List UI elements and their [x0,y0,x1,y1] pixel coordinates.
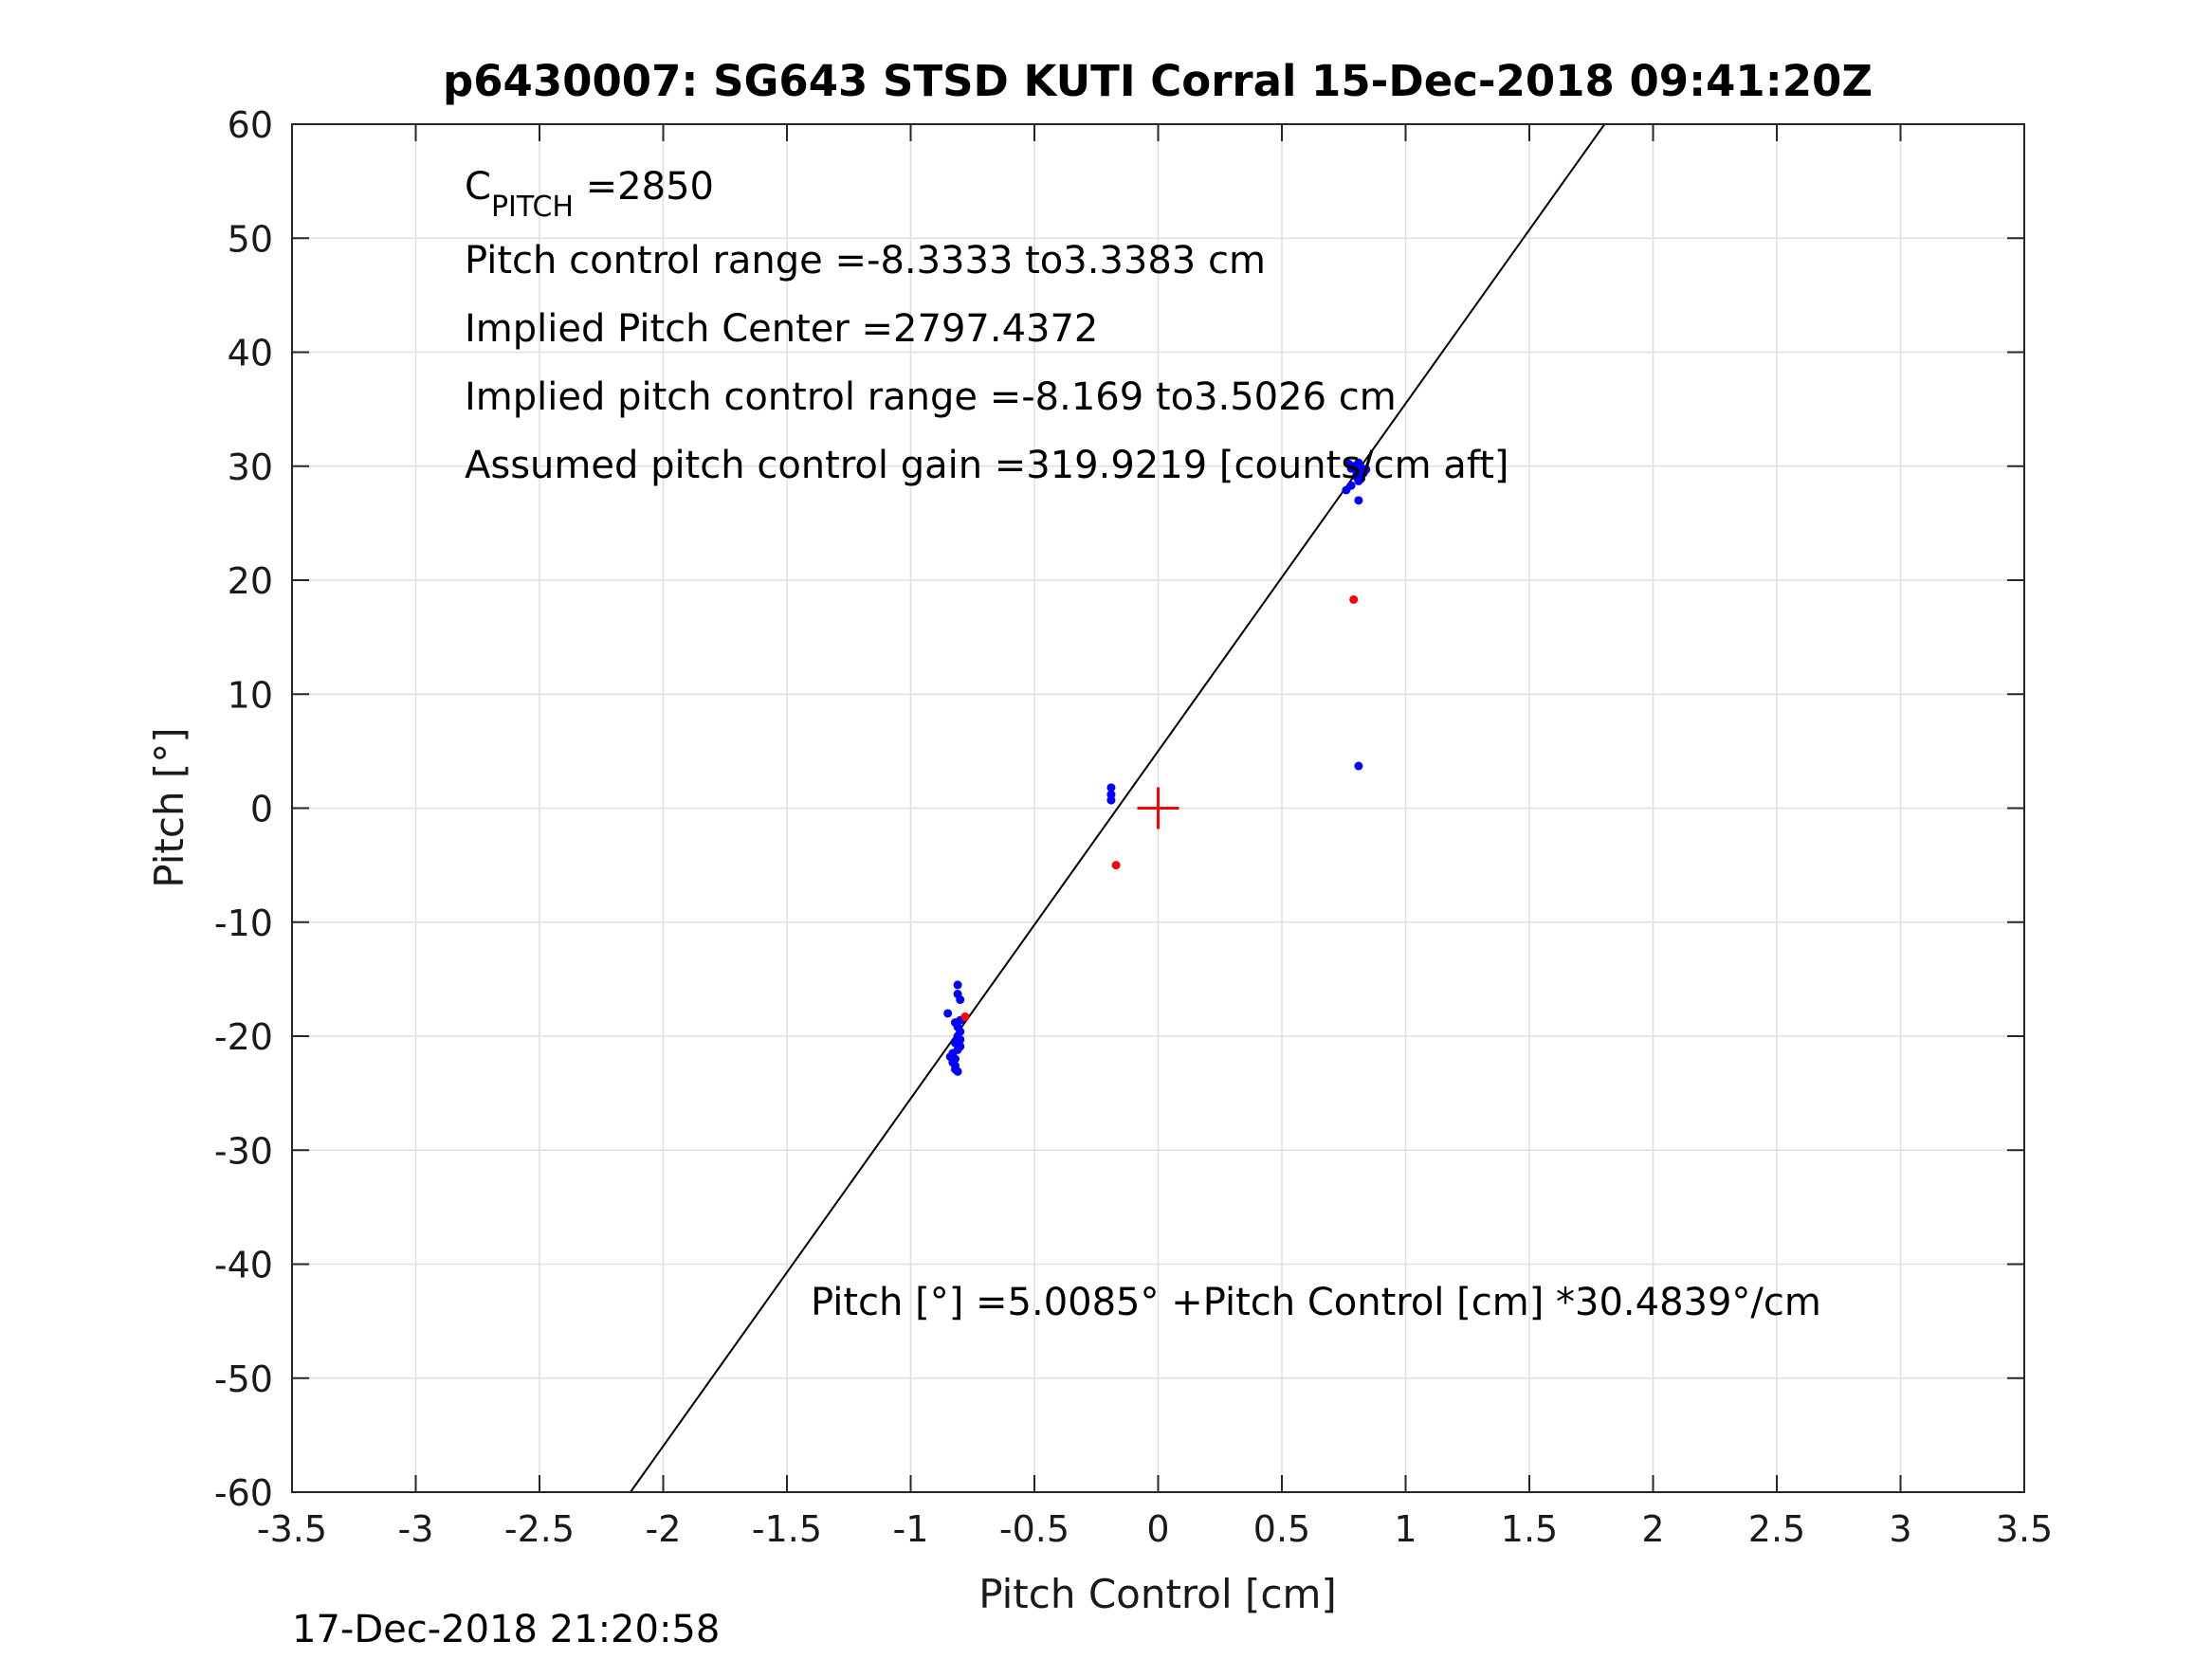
x-tick-labels: -3.5 -3 -2.5 -2 -1.5 -1 -0.5 0 0.5 1 1.5 2 2.5 3 3.5 [257,1508,2053,1550]
y-tick-label: -20 [214,1016,273,1058]
timestamp: 17-Dec-2018 21:20:58 [292,1608,720,1651]
x-tick-label: 3.5 [1996,1508,2053,1550]
y-axis-label: Pitch [°] [146,727,192,887]
c-pitch-subscript: PITCH [491,191,574,224]
y-tick-label: 0 [250,789,273,830]
x-tick-label: 3 [1889,1508,1911,1550]
center-marker [1137,787,1179,830]
x-tick-label: -2.5 [504,1508,575,1550]
x-axis-label: Pitch Control [cm] [978,1571,1337,1617]
implied-pitch-center-annotation: Implied Pitch Center =2797.4372 [465,307,1098,351]
red-data-point [1111,861,1121,870]
x-tick-label: -3 [398,1508,434,1550]
c-pitch-value: =2850 [574,165,714,209]
y-tick-label: -40 [214,1245,273,1286]
blue-data-point [1342,485,1351,495]
blue-data-point [1106,783,1116,793]
x-tick-label: -0.5 [999,1508,1069,1550]
data-points [943,458,1371,1076]
y-tick-label: -60 [214,1472,273,1514]
blue-data-point [943,1009,953,1018]
x-tick-label: -1.5 [752,1508,822,1550]
x-tick-label: 1 [1394,1508,1417,1550]
blue-data-point [953,980,962,990]
red-data-point [1349,594,1359,604]
implied-pitch-control-range-annotation: Implied pitch control range =-8.169 to3.… [465,375,1397,419]
x-tick-label: 2.5 [1748,1508,1805,1550]
y-tick-label: 60 [228,104,273,146]
blue-data-point [1354,496,1363,505]
y-tick-labels: 60 50 40 30 20 10 0 -10 -20 -30 -40 -50 -60 [214,104,273,1514]
x-tick-label: 0 [1146,1508,1169,1550]
fit-equation-annotation: Pitch [°] =5.0085° +Pitch Control [cm] *… [811,1281,1821,1324]
blue-data-point [1357,474,1366,483]
x-tick-label: -2 [646,1508,682,1550]
chart-title: p6430007: SG643 STSD KUTI Corral 15-Dec-… [443,56,1873,106]
c-pitch-annotation: CPITCH =2850 [465,165,714,224]
blue-data-point [956,995,965,1005]
y-tick-label: 30 [228,447,273,488]
y-tick-label: 50 [228,218,273,260]
y-tick-label: -30 [214,1130,273,1172]
blue-data-point [1362,465,1371,474]
y-tick-label: -50 [214,1358,273,1400]
axis-ticks [291,123,2025,1493]
x-tick-label: 1.5 [1501,1508,1558,1550]
x-tick-label: 2 [1641,1508,1664,1550]
c-pitch-symbol: C [465,165,491,209]
pitch-control-range-annotation: Pitch control range =-8.3333 to3.3383 cm [465,239,1266,283]
blue-data-point [953,1066,962,1076]
y-tick-label: 40 [228,333,273,374]
red-data-point [960,1012,970,1022]
fit-line-group [630,123,1606,1493]
x-tick-label: -1 [893,1508,929,1550]
x-tick-label: -3.5 [257,1508,327,1550]
assumed-gain-annotation: Assumed pitch control gain =319.9219 [co… [465,444,1508,487]
y-tick-label: 10 [228,674,273,716]
x-tick-label: 0.5 [1253,1508,1310,1550]
fit-line [630,123,1606,1493]
y-tick-label: -10 [214,902,273,944]
blue-data-point [1106,795,1116,805]
y-tick-label: 20 [228,560,273,602]
blue-data-point [1354,761,1363,771]
